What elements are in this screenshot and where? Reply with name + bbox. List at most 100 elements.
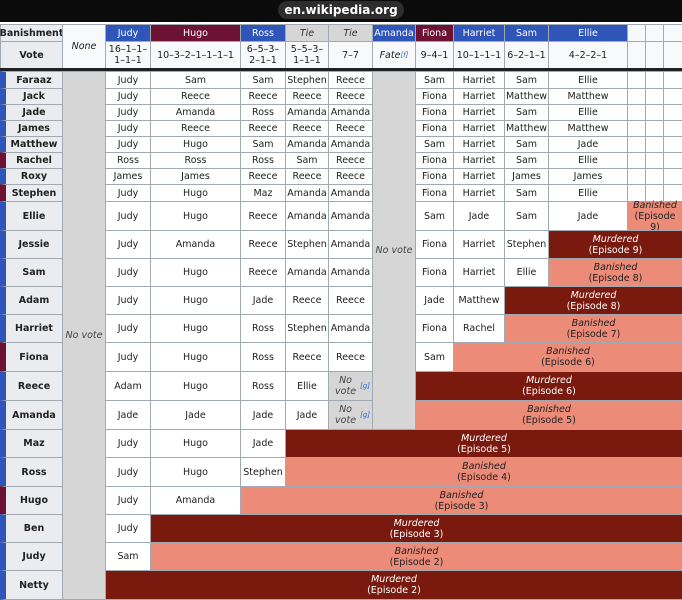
text: Banished [527, 404, 571, 415]
vote-cell: Harriet [453, 184, 505, 202]
text: Fiona [19, 351, 49, 363]
text: Jade [424, 295, 445, 306]
vote-tally: 4–2–2–1 [548, 41, 628, 69]
vote-cell: Harriet [453, 71, 505, 89]
vote-cell: Amanda [328, 230, 373, 259]
text: Amanda [175, 495, 216, 506]
vote-cell: James [548, 168, 628, 185]
text: Judy [117, 495, 139, 506]
text: Judy [117, 74, 139, 86]
text: (Episode 3) [434, 500, 489, 512]
text: Ross [252, 351, 274, 363]
vote-cell: Sam [240, 136, 286, 153]
text: Judy [117, 323, 139, 334]
text: Hugo [182, 267, 208, 278]
text: 4–2–2–1 [568, 49, 608, 61]
contestant-name: Netty [0, 570, 63, 600]
url-pill[interactable]: en.wikipedia.org [278, 1, 404, 19]
vote-cell: Stephen [285, 71, 329, 89]
text: [g] [360, 410, 370, 419]
header-label: Vote [0, 41, 63, 69]
vote-cell: Sam [285, 152, 329, 169]
text: Ellie [578, 74, 598, 86]
vote-cell: Harriet [453, 168, 505, 185]
vote-cell: Judy [105, 104, 151, 121]
blank-header [645, 24, 664, 42]
text: Reece [248, 267, 278, 278]
blank-header [645, 41, 664, 69]
text: Amanda [287, 267, 327, 278]
text: Judy [22, 551, 46, 562]
text: Reece [248, 91, 278, 102]
vote-cell: Amanda [285, 136, 329, 153]
vote-cell: Sam [504, 71, 549, 89]
vote-cell: Ross [105, 152, 151, 169]
vote-tally: 9–4–1 [415, 41, 454, 69]
vote-cell: Harriet [453, 88, 505, 105]
vote-cell: Fiona [415, 314, 454, 343]
fate-cell: Banished (Episode 4) [285, 457, 682, 487]
text: Jade [296, 409, 318, 421]
text: (Episode 3) [389, 528, 444, 540]
text: Amanda [330, 139, 371, 150]
vote-cell: Matthew [548, 88, 628, 105]
vote-cell: Judy [105, 314, 151, 343]
vote-cell: Reece [150, 88, 241, 105]
vote-cell: Hugo [150, 201, 241, 231]
text: Reece [336, 123, 365, 134]
text: No vote [335, 404, 357, 426]
vote-cell: Amanda [150, 104, 241, 121]
text: (Episode 6) [541, 357, 595, 368]
fate-cell: Murdered (Episode 6) [415, 371, 682, 401]
vote-cell: Fiona [415, 184, 454, 202]
vote-cell: Jade [150, 400, 241, 430]
vote-cell: Amanda [328, 258, 373, 287]
text: Amanda [330, 323, 371, 334]
vote-tally: 6–2–1–1 [504, 41, 549, 69]
blank-header [627, 41, 646, 69]
text: (Episode 9) [634, 210, 676, 233]
text: Sam [515, 155, 538, 166]
text: (Episode 7) [566, 328, 621, 340]
text: Fate [379, 49, 401, 61]
contestant-name: Faraaz [0, 71, 63, 89]
contestant-name: Jack [0, 88, 63, 105]
text: Fiona [421, 239, 448, 250]
vote-cell: Ellie [504, 258, 549, 287]
contestant-name: Stephen [0, 184, 63, 202]
vote-cell: Hugo [150, 342, 241, 372]
blank-header [663, 24, 682, 42]
text: Roxy [20, 171, 48, 182]
text: Reece [292, 123, 322, 134]
text: (Episode 2) [367, 585, 421, 596]
vote-cell: Reece [285, 168, 329, 185]
text: Reece [292, 171, 322, 182]
text: Judy [117, 523, 139, 534]
text: Reece [336, 295, 365, 306]
vote-cell: Sam [415, 201, 454, 231]
text: Ross [252, 380, 274, 392]
text: Amanda [175, 107, 216, 118]
contestant-name: Sam [0, 258, 63, 287]
text: Jade [252, 438, 274, 449]
vote-cell: Reece [240, 88, 286, 105]
text: Reece [292, 295, 322, 306]
vote-cell: Reece [328, 342, 373, 372]
text: Sam [117, 551, 139, 562]
text: Judy [117, 466, 139, 478]
text: Ellie [578, 187, 598, 199]
text: [f] [400, 50, 409, 59]
text: Reece [248, 239, 278, 250]
vote-cell: Fiona [415, 258, 454, 287]
text: Hugo [182, 187, 208, 199]
vote-cell: Judy [105, 136, 151, 153]
text: Jade [468, 210, 490, 222]
vote-cell: James [504, 168, 549, 185]
vote-cell: Jade [240, 429, 286, 458]
vote-cell: Sam [504, 104, 549, 121]
text: Fiona [421, 107, 448, 118]
blank-header [663, 41, 682, 69]
text: Judy [117, 295, 139, 306]
vote-cell: Adam [105, 371, 151, 401]
vote-cell: Matthew [548, 120, 628, 137]
